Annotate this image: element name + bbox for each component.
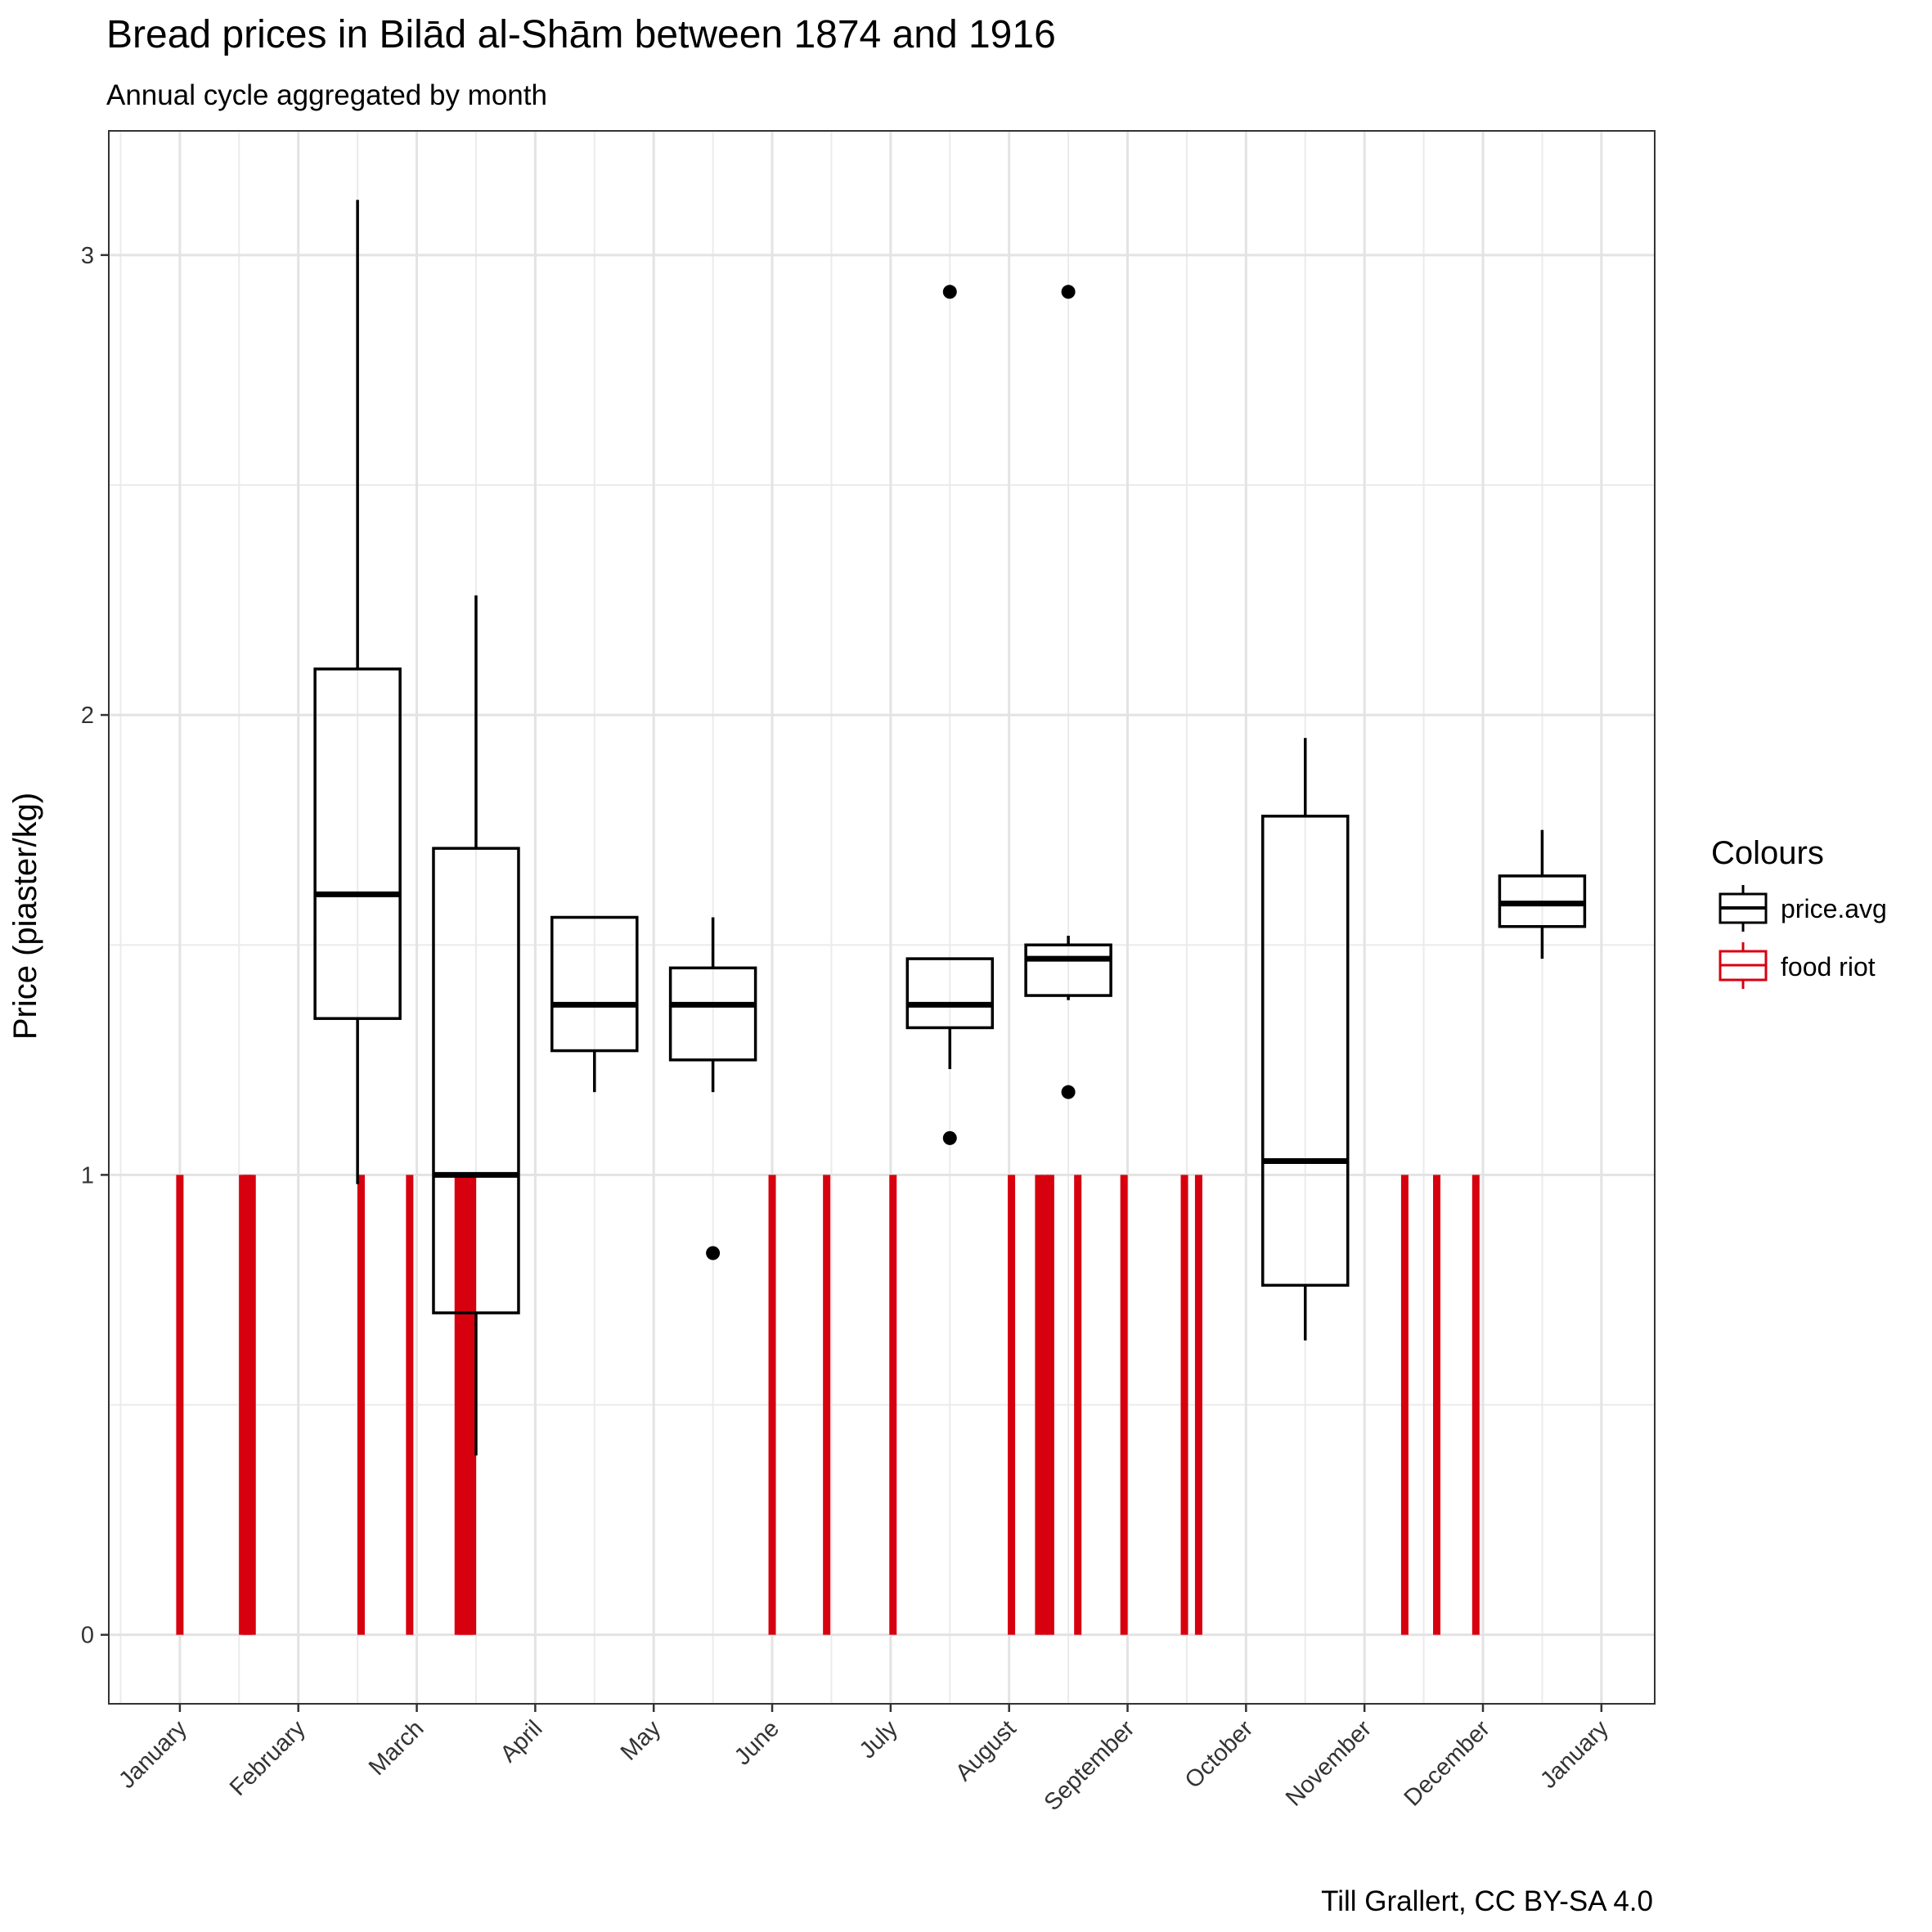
food-riot-bar [248, 1175, 256, 1635]
legend-title: Colours [1711, 835, 1824, 871]
boxplot [668, 917, 757, 1260]
y-tick-label: 1 [81, 1162, 94, 1188]
boxplot [550, 915, 639, 1093]
x-tick-label: September [1040, 1715, 1140, 1816]
food-riot-bar [469, 1175, 477, 1635]
boxplot [313, 200, 402, 1184]
chart-subtitle: Annual cycle aggregated by month [106, 79, 547, 111]
boxplot-box [905, 957, 995, 1030]
boxplot-box [1024, 943, 1112, 997]
boxplot-box [313, 667, 402, 1020]
x-axis: January February March April May June July Augu… [114, 1704, 1614, 1816]
x-tick-label: May [616, 1715, 667, 1766]
x-tick-label: November [1281, 1715, 1377, 1811]
boxplot-outlier [706, 1246, 721, 1260]
x-tick-label: March [364, 1715, 429, 1781]
boxplot-box [432, 847, 520, 1314]
food-riot-bar [1046, 1175, 1054, 1635]
food-riot-bar [1120, 1175, 1128, 1635]
food-riot-bar [357, 1175, 365, 1635]
food-riot-bar [176, 1175, 184, 1635]
legend-label-food-riot: food riot [1781, 952, 1876, 982]
x-tick-label: February [225, 1715, 311, 1801]
x-tick-label: June [730, 1715, 784, 1770]
food-riot-bar [889, 1175, 897, 1635]
boxplot [432, 595, 520, 1456]
food-riot-bar [406, 1175, 414, 1635]
boxplot-box [668, 966, 757, 1062]
boxplot [905, 285, 995, 1145]
food-riot-bar [1433, 1175, 1441, 1635]
x-tick-label: August [950, 1715, 1021, 1786]
x-tick-label: December [1400, 1715, 1495, 1811]
chart-caption: Till Grallert, CC BY-SA 4.0 [1321, 1885, 1653, 1917]
plot-panel [109, 131, 1655, 1704]
legend: Colours price.avg food riot [1711, 835, 1887, 989]
boxplot-box [1261, 815, 1350, 1287]
legend-label-price-avg: price.avg [1781, 894, 1887, 923]
food-riot-bar [1400, 1175, 1409, 1635]
x-tick-label: April [496, 1715, 548, 1768]
y-tick-label: 2 [81, 703, 94, 729]
food-riot-bar [1008, 1175, 1016, 1635]
food-riot-bar [1074, 1175, 1082, 1635]
boxplot [1498, 829, 1587, 959]
boxplot-outlier [942, 285, 957, 299]
y-tick-label: 3 [81, 243, 94, 269]
food-riot-series [176, 1175, 1480, 1635]
chart-title: Bread prices in Bilād al-Shām between 18… [106, 13, 1056, 56]
food-riot-bar [1180, 1175, 1188, 1635]
y-axis-label: Price (piaster/kg) [7, 793, 43, 1040]
y-tick-label: 0 [81, 1623, 94, 1649]
x-tick-label: July [855, 1715, 903, 1764]
food-riot-bar [1194, 1175, 1202, 1635]
food-riot-bar [768, 1175, 776, 1635]
legend-key-food-riot [1719, 942, 1768, 989]
legend-key-price-avg [1719, 885, 1768, 932]
price-avg-series [313, 200, 1587, 1456]
food-riot-bar [823, 1175, 831, 1635]
boxplot [1024, 285, 1112, 1099]
x-tick-label: January [114, 1715, 192, 1794]
food-riot-bar [1035, 1175, 1043, 1635]
boxplot-outlier [1061, 1085, 1076, 1099]
food-riot-bar [1040, 1175, 1049, 1635]
food-riot-bar [1471, 1175, 1480, 1635]
boxplot-box [550, 915, 639, 1053]
y-axis: 0 1 2 3 [81, 243, 109, 1649]
boxplot [1261, 738, 1350, 1341]
boxplot-outlier [942, 1130, 957, 1145]
x-tick-label: January [1535, 1715, 1614, 1794]
boxplot-outlier [1061, 285, 1076, 299]
x-tick-label: October [1180, 1715, 1259, 1794]
plot-border [108, 130, 1656, 1705]
